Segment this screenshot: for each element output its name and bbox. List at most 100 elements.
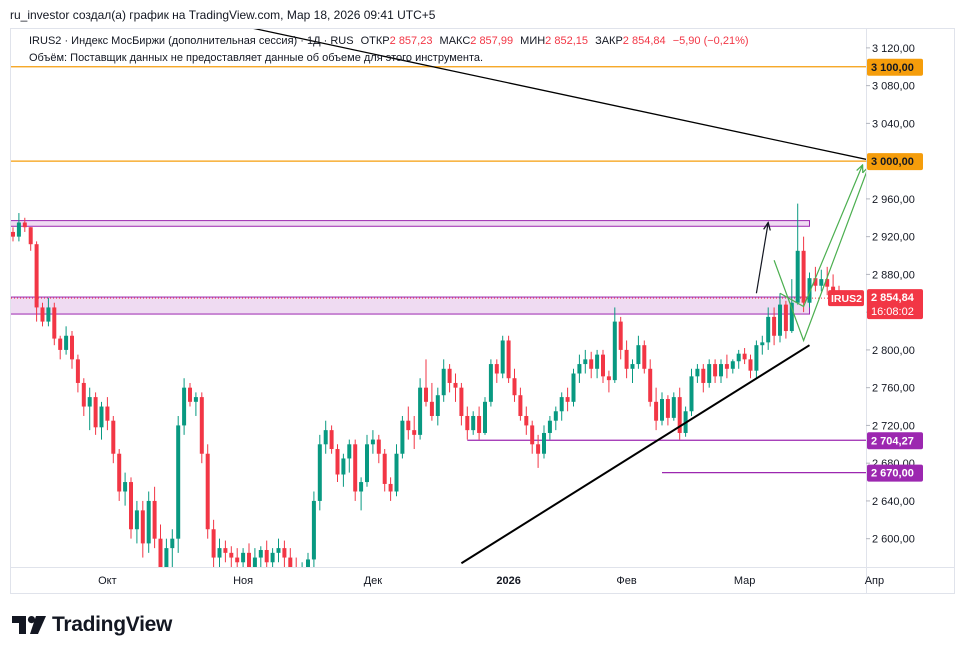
candle-body — [524, 415, 529, 426]
candle-129 — [772, 307, 777, 346]
candle-body — [512, 378, 517, 396]
candle-body — [789, 302, 794, 332]
candle-body — [825, 279, 830, 287]
candle-91 — [547, 415, 552, 440]
candle-body — [778, 304, 782, 336]
candle-111 — [665, 395, 670, 426]
candle-104 — [624, 340, 629, 379]
candle-body — [81, 382, 86, 407]
candle-body — [22, 222, 27, 228]
symbol-tag — [828, 290, 864, 307]
y-tick-label: 3 080,00 — [872, 81, 915, 93]
y-tick-label: 2 720,00 — [872, 420, 915, 432]
candle-body — [87, 397, 92, 407]
legend-low-value: 2 852,15 — [545, 35, 588, 47]
candle-body — [329, 430, 334, 450]
legend-title: IRUS2 · Индекс МосБиржи (дополнительная … — [29, 35, 354, 47]
candle-body — [801, 250, 806, 303]
candle-body — [565, 397, 570, 402]
chart-canvas[interactable]: 3 120,00 3 080,00 3 040,00 3 000,00 2 960,00… — [11, 29, 954, 593]
candle-body — [772, 316, 777, 336]
candle-body — [618, 321, 623, 350]
candle-47 — [288, 548, 293, 567]
candle-36 — [223, 540, 228, 563]
candle-53 — [323, 420, 328, 454]
candle-113 — [677, 387, 682, 440]
candle-body — [11, 231, 15, 237]
candle-70 — [424, 359, 428, 407]
candle-107 — [642, 340, 647, 374]
candle-71 — [429, 382, 434, 421]
chart-frame[interactable]: 3 120,00 3 080,00 3 040,00 3 000,00 2 960,00… — [10, 28, 955, 594]
candle-body — [105, 406, 110, 421]
legend-open-label: ОТКР — [360, 35, 390, 47]
candle-121 — [724, 354, 729, 379]
candle-body — [40, 307, 45, 322]
candle-body — [724, 364, 729, 369]
candle-body — [199, 397, 204, 454]
candle-body — [642, 345, 647, 369]
candle-body — [766, 316, 771, 343]
candle-131 — [783, 300, 788, 339]
candle-50 — [306, 552, 310, 567]
candle-20 — [129, 477, 133, 539]
price-tag-1 — [867, 153, 923, 171]
candle-body — [459, 387, 464, 416]
candle-body — [58, 338, 63, 350]
candle-86 — [518, 387, 523, 421]
candle-77 — [465, 406, 470, 440]
x-tick-label: 2026 — [496, 575, 520, 587]
candle-128 — [766, 307, 771, 350]
candle-body — [447, 368, 452, 383]
candle-65 — [394, 444, 399, 497]
y-tick-label: 3 120,00 — [872, 43, 915, 55]
candle-118 — [707, 359, 712, 388]
candle-67 — [406, 406, 411, 440]
candle-57 — [347, 439, 352, 473]
legend-high-value: 2 857,99 — [470, 35, 514, 47]
candle-22 — [140, 500, 145, 558]
candle-56 — [341, 453, 346, 487]
candle-19 — [123, 472, 128, 506]
candle-45 — [276, 538, 281, 563]
candle-body — [400, 420, 405, 454]
x-tick-label: Ноя — [233, 575, 253, 587]
candle-64 — [388, 477, 393, 501]
candle-2 — [22, 217, 27, 232]
candle-13 — [87, 387, 92, 431]
price-tag-label: 2 670,00 — [871, 468, 914, 480]
candle-body — [306, 559, 310, 567]
candle-73 — [441, 359, 446, 402]
last-price-value: 2 854,84 — [871, 292, 915, 304]
candle-106 — [636, 335, 641, 369]
candle-14 — [93, 392, 98, 435]
candle-body — [559, 397, 564, 412]
candle-123 — [736, 349, 741, 369]
legend-low-label: МИН — [520, 35, 546, 47]
candle-119 — [713, 359, 718, 383]
projection-arrow-0 — [755, 222, 768, 294]
last-price-tag — [867, 289, 923, 320]
candle-body — [412, 430, 417, 435]
candle-24 — [152, 486, 157, 549]
tradingview-logo[interactable]: TradingView — [12, 612, 172, 638]
x-tick-label: Фев — [616, 575, 636, 587]
candle-body — [235, 557, 240, 563]
candle-body — [353, 444, 358, 492]
candle-28 — [176, 415, 181, 553]
support-trendline-1 — [460, 344, 811, 565]
candle-body — [465, 415, 470, 431]
candle-body — [258, 550, 263, 558]
candle-130 — [778, 293, 782, 343]
candle-98 — [589, 351, 594, 379]
candle-body — [477, 415, 482, 433]
candle-69 — [418, 378, 423, 440]
candle-body — [701, 368, 706, 383]
candle-body — [418, 387, 423, 435]
candle-15 — [99, 401, 104, 440]
candle-96 — [577, 354, 582, 383]
candle-body — [64, 335, 69, 350]
candle-body — [282, 548, 287, 558]
candle-88 — [530, 420, 535, 454]
candle-body — [748, 359, 753, 371]
